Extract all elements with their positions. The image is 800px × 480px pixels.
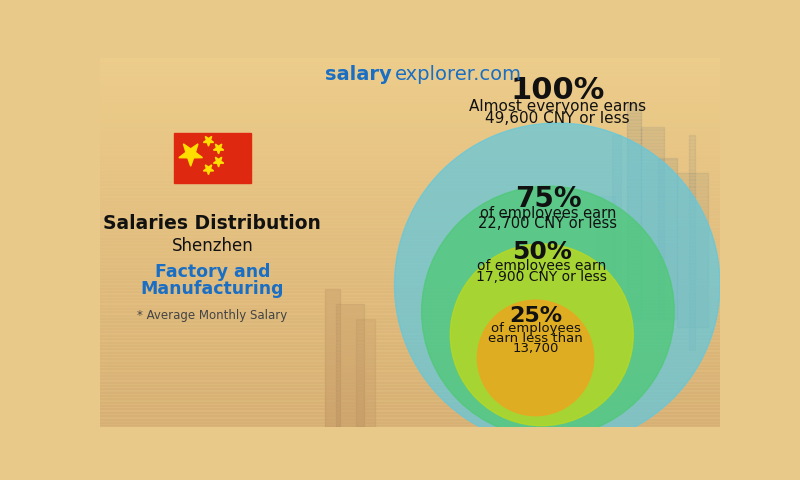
Text: 13,700: 13,700 [512,342,558,355]
Polygon shape [179,144,202,166]
Circle shape [394,123,720,446]
Circle shape [422,186,674,437]
Circle shape [478,300,594,416]
Text: explorer.com: explorer.com [394,65,522,84]
Text: of employees earn: of employees earn [480,205,616,221]
Polygon shape [214,157,224,167]
Text: of employees: of employees [490,322,581,335]
Text: 50%: 50% [512,240,572,264]
Text: Almost everyone earns: Almost everyone earns [469,99,646,114]
Bar [678,173,708,327]
Bar [596,196,615,350]
Text: 49,600 CNY or less: 49,600 CNY or less [485,111,630,126]
Polygon shape [203,165,214,175]
Polygon shape [203,136,214,146]
Text: 22,700 CNY or less: 22,700 CNY or less [478,216,618,231]
Bar [174,133,251,183]
Text: Manufacturing: Manufacturing [141,279,284,298]
Polygon shape [214,144,224,154]
Bar [336,304,363,427]
Text: of employees earn: of employees earn [477,259,606,273]
Bar [658,158,678,319]
Text: salary: salary [326,65,392,84]
Bar [627,104,641,319]
Bar [356,319,375,427]
Text: 17,900 CNY or less: 17,900 CNY or less [476,270,607,284]
Bar [611,134,621,335]
Text: Factory and: Factory and [154,263,270,281]
Bar [641,127,664,319]
Text: 25%: 25% [509,306,562,325]
Bar [689,134,695,350]
Text: Salaries Distribution: Salaries Distribution [103,214,322,233]
Text: 100%: 100% [510,76,605,105]
Text: 75%: 75% [514,184,582,213]
Circle shape [450,244,634,426]
Bar [325,288,340,427]
Text: Shenzhen: Shenzhen [171,237,254,255]
Text: earn less than: earn less than [488,332,583,345]
Text: * Average Monthly Salary: * Average Monthly Salary [138,309,287,322]
